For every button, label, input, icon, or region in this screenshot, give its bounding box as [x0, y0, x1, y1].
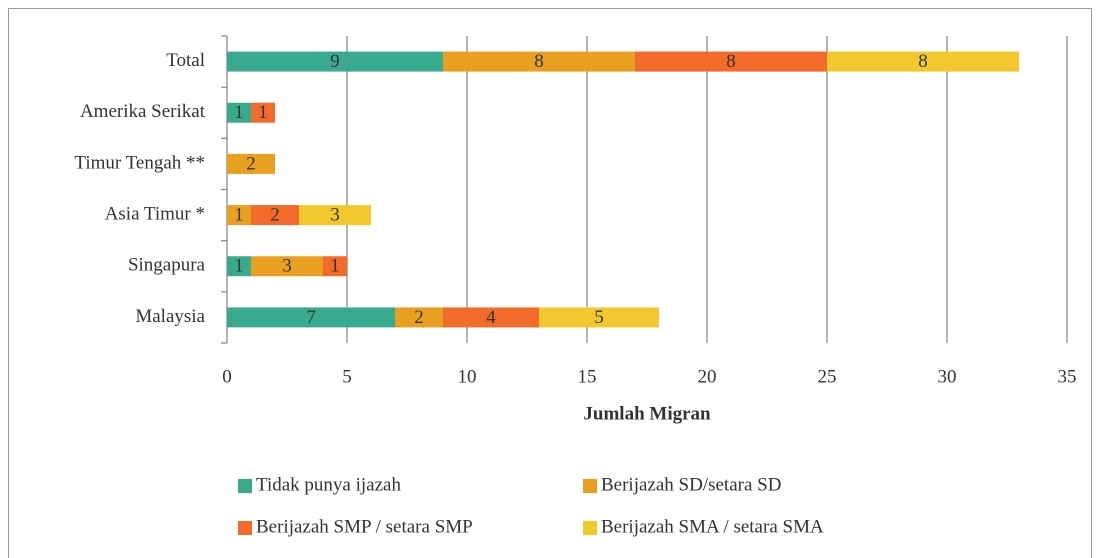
bar-segment: [827, 51, 1019, 72]
data-label: 1: [330, 256, 340, 277]
bar-segment: [443, 307, 539, 328]
legend-swatch: [238, 521, 252, 535]
bar-segment: [227, 153, 275, 174]
bar-segment: [635, 51, 827, 72]
bar-segment: [227, 102, 251, 123]
data-label: 8: [726, 51, 736, 72]
legend-swatch: [238, 479, 252, 493]
bar-segment: [323, 256, 347, 277]
bar-segment: [227, 256, 251, 277]
y-tick-label: Asia Timur *: [105, 203, 205, 224]
bar-segment: [299, 205, 371, 226]
x-tick-label: 5: [342, 366, 352, 387]
legend-swatch: [583, 521, 597, 535]
bar-segment: [539, 307, 659, 328]
data-label: 4: [486, 307, 496, 328]
data-label: 5: [594, 307, 604, 328]
chart-border: [8, 8, 1092, 558]
data-label: 1: [234, 256, 244, 277]
data-label: 2: [246, 153, 256, 174]
bar-segment: [251, 102, 275, 123]
y-tick-label: Timur Tengah **: [74, 152, 205, 173]
bar-segment: [227, 307, 395, 328]
data-label: 1: [234, 204, 244, 225]
bar-segment: [251, 205, 299, 226]
y-tick-label: Singapura: [128, 255, 206, 276]
y-tick-label: Amerika Serikat: [80, 101, 206, 122]
data-label: 1: [234, 102, 244, 123]
data-label: 3: [330, 204, 340, 225]
data-label: 8: [534, 51, 544, 72]
data-label: 2: [270, 204, 280, 225]
data-label: 7: [306, 307, 316, 328]
bar-segment: [443, 51, 635, 72]
bar-segment: [395, 307, 443, 328]
legend-label: Tidak punya ijazah: [256, 474, 401, 495]
legend-label: Berijazah SMA / setara SMA: [601, 516, 824, 537]
data-label: 9: [330, 51, 340, 72]
legend-label: Berijazah SMP / setara SMP: [256, 516, 473, 537]
x-tick-label: 10: [458, 366, 477, 387]
x-tick-label: 30: [938, 366, 957, 387]
x-tick-label: 15: [578, 366, 597, 387]
bar-segment: [227, 51, 443, 72]
y-tick-label: Total: [166, 50, 205, 71]
y-tick-label: Malaysia: [135, 306, 205, 327]
x-axis-title: Jumlah Migran: [583, 403, 711, 424]
legend-swatch: [583, 479, 597, 493]
data-label: 8: [918, 51, 928, 72]
bar-segment: [251, 256, 323, 277]
x-tick-label: 35: [1058, 366, 1077, 387]
data-label: 1: [258, 102, 268, 123]
data-label: 2: [414, 307, 424, 328]
x-tick-label: 25: [818, 366, 837, 387]
legend-label: Berijazah SD/setara SD: [601, 474, 781, 495]
data-label: 3: [282, 256, 292, 277]
x-tick-label: 20: [698, 366, 717, 387]
x-tick-label: 0: [222, 366, 232, 387]
bar-segment: [227, 205, 251, 226]
